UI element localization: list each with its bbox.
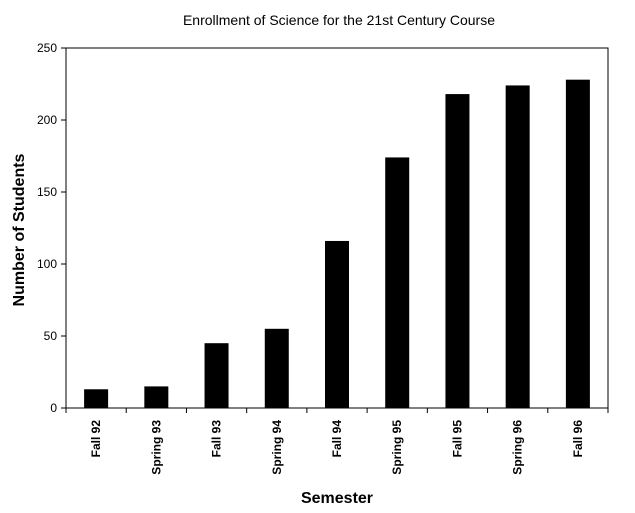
x-tick-label: Fall 95 [450, 420, 464, 458]
y-tick-label: 150 [37, 185, 57, 199]
plot-area: 0 50 100 150 200 250 Fall 92 Spring 93 Fall 93 Sp… [37, 41, 609, 475]
bar [264, 328, 289, 408]
x-tick-label: Fall 93 [210, 420, 224, 458]
bar [565, 79, 590, 409]
bar [84, 389, 109, 408]
x-axis-title: Semester [301, 490, 373, 507]
y-tick-label: 50 [44, 329, 58, 343]
y-tick-label: 100 [37, 257, 57, 271]
x-tick-label: Fall 92 [89, 420, 103, 458]
x-tick-label: Spring 96 [511, 420, 525, 475]
y-axis-title: Number of Students [11, 153, 28, 306]
bar [445, 94, 470, 408]
x-tick-label: Spring 94 [270, 420, 284, 475]
x-tick-label: Fall 96 [571, 420, 585, 458]
bar [144, 386, 169, 408]
x-tick-label: Fall 94 [330, 420, 344, 458]
y-tick-label: 250 [37, 41, 57, 55]
chart-title: Enrollment of Science for the 21st Centu… [183, 12, 495, 28]
x-tick-label: Spring 95 [390, 420, 404, 475]
y-tick-label: 0 [50, 401, 57, 415]
x-tick-label: Spring 93 [149, 420, 163, 475]
bar [505, 85, 530, 408]
bar [385, 157, 410, 408]
bar [325, 240, 349, 408]
y-tick-label: 200 [37, 113, 57, 127]
bar [204, 343, 229, 408]
